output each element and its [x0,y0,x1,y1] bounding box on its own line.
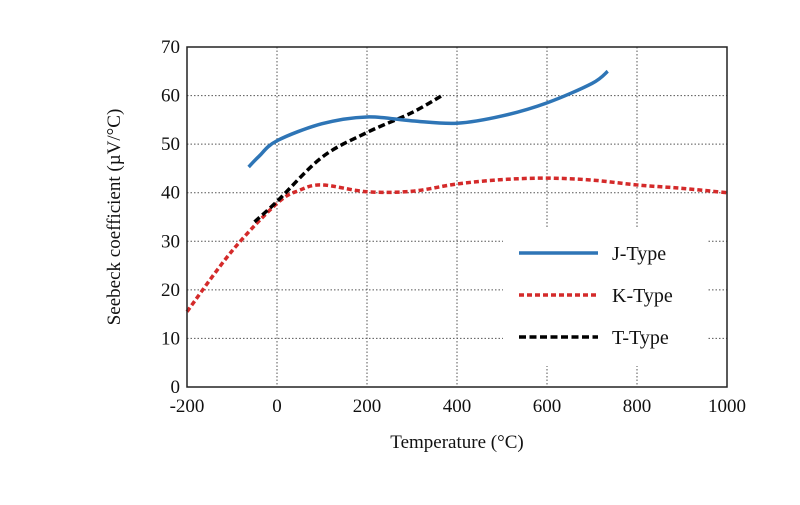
j-type-line [247,69,609,169]
x-tick-label: 800 [623,396,652,417]
y-tick-label: 0 [171,377,181,398]
t-type-line [253,93,445,224]
x-axis-label: Temperature (°C) [390,432,523,453]
x-tick-label: 600 [533,396,562,417]
x-tick-label: 0 [272,396,282,417]
y-tick-label: 70 [161,37,180,58]
k-type-line [185,176,728,313]
y-tick-label: 30 [161,231,180,252]
legend-label: K-Type [612,285,673,307]
plot-frame [186,46,728,388]
legend-label: T-Type [612,327,669,349]
y-tick-label: 10 [161,328,180,349]
legend: J-Type K-Type T-Type [503,228,708,366]
legend-background [503,228,708,366]
y-tick-label: 20 [161,280,180,301]
y-tick-label: 50 [161,134,180,155]
x-tick-label: 400 [443,396,472,417]
y-axis-label: Seebeck coefficient (µV/°C) [104,109,125,326]
x-tick-label: -200 [170,396,205,417]
y-tick-label: 60 [161,86,180,107]
y-tick-label: 40 [161,183,180,204]
x-tick-label: 200 [353,396,382,417]
series-lines [185,69,728,313]
legend-label: J-Type [612,243,666,265]
x-tick-label: 1000 [708,396,746,417]
